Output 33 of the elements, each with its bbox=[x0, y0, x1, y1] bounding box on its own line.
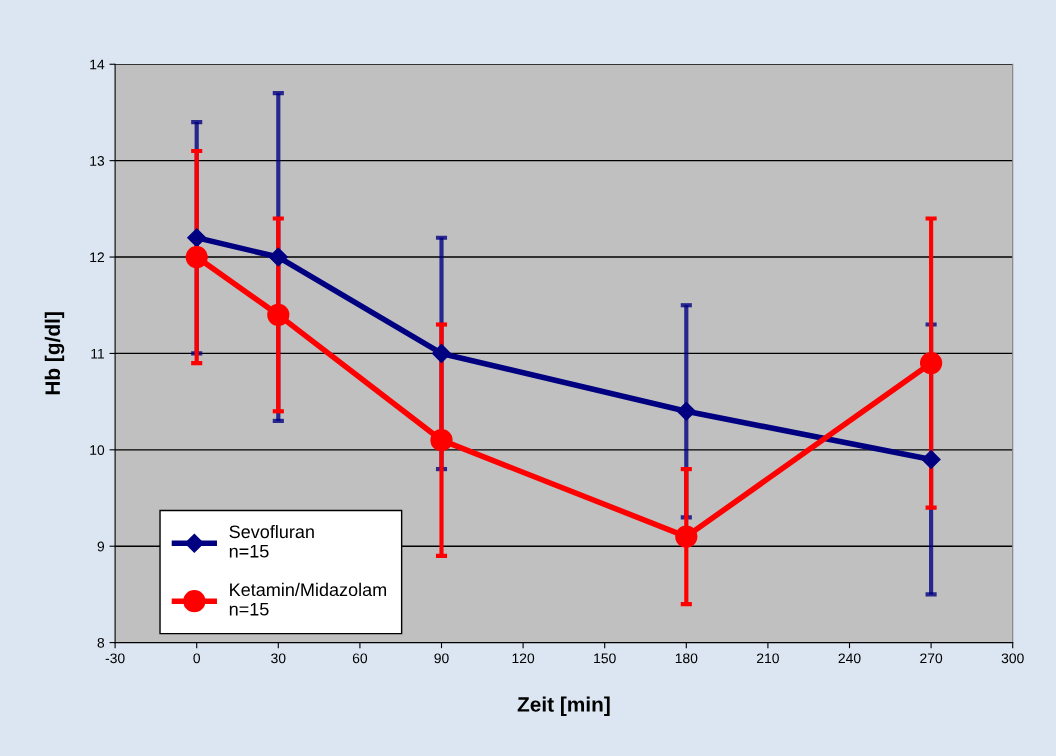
point bbox=[919, 351, 943, 375]
x-tick-label: 120 bbox=[512, 653, 535, 664]
x-tick-label: 90 bbox=[434, 653, 449, 664]
x-tick-label: 240 bbox=[838, 653, 861, 664]
x-tick-label: 30 bbox=[271, 653, 286, 664]
x-tick-label: -30 bbox=[105, 653, 125, 664]
point bbox=[185, 245, 208, 269]
x-tick-label: 150 bbox=[594, 653, 616, 664]
y-tick-label: 13 bbox=[90, 155, 105, 166]
point bbox=[268, 247, 288, 267]
y-tick-label: 14 bbox=[90, 59, 105, 70]
y-tick-label: 10 bbox=[90, 445, 105, 455]
x-tick-label: 60 bbox=[352, 653, 368, 664]
point bbox=[431, 343, 452, 363]
y-tick-label: 12 bbox=[90, 252, 104, 263]
legend-label: Sevofluran n=15 bbox=[229, 524, 314, 558]
y-tick-label: 9 bbox=[97, 541, 105, 552]
point bbox=[187, 228, 207, 248]
x-tick-label: 300 bbox=[1001, 653, 1024, 664]
point bbox=[430, 429, 453, 452]
y-axis-title: Hb [g/dl] bbox=[44, 312, 65, 395]
legend-label: Ketamin/Midazolam n=15 bbox=[229, 582, 387, 616]
x-axis-title: Zeit [min] bbox=[517, 696, 610, 716]
x-tick-label: 210 bbox=[757, 653, 779, 664]
point bbox=[267, 303, 290, 326]
x-tick-label: 270 bbox=[920, 653, 943, 664]
y-tick-label: 8 bbox=[97, 637, 105, 648]
x-tick-label: 0 bbox=[193, 653, 201, 664]
point bbox=[676, 401, 696, 421]
y-tick-label: 11 bbox=[91, 348, 105, 359]
point bbox=[921, 449, 941, 469]
point bbox=[675, 525, 698, 548]
x-tick-label: 180 bbox=[675, 653, 698, 664]
